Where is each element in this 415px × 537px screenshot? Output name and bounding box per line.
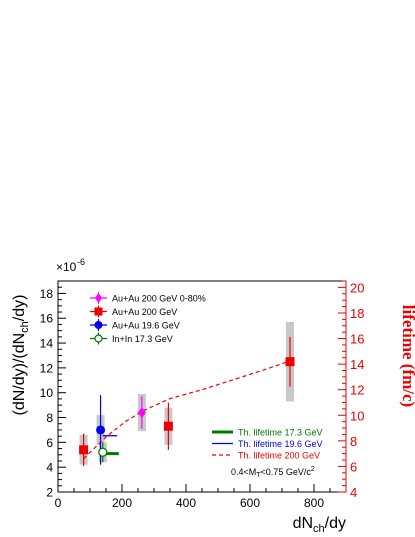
marker-open-circle [98,447,108,457]
marker-circle [94,321,103,329]
x-tick-label: 600 [240,496,260,510]
y2-tick-label: 6 [350,459,357,474]
y-tick-label: 12 [40,361,54,375]
theory-curve [83,360,289,460]
marker-circle [96,425,106,435]
y-axis-label-part2: /dy) [11,295,28,322]
axis-ticks [57,280,347,493]
x-axis-label: dNch/dy [293,515,346,535]
annotation-part1: 0.4<M [231,467,256,477]
y-axis-label-sub: ch [19,321,31,333]
y2-tick-label: 8 [350,434,357,449]
y2-axis-label: lifetime (fm/c) [399,305,415,407]
y2-tick-label: 12 [350,383,364,398]
annotation-sub: T [256,472,261,479]
y-tick-label: 10 [40,386,54,400]
legend-theory-label: Th. lifetime 19.6 GeV [238,439,323,449]
y-tick-label: 2 [46,486,53,500]
y-tick-label: 14 [40,337,54,351]
legend-data: Au+Au 200 GeV 0-80% Au+Au 200 GeV Au+Au 19… [90,292,206,345]
marker-diamond [95,293,102,303]
marker-square [285,357,295,367]
x-axis-label-main: dN [293,515,313,532]
data-points [79,336,295,466]
x-tick-label: 800 [304,496,324,510]
legend-label: Au+Au 19.6 GeV [112,321,180,331]
y-tick-label: 8 [46,411,53,425]
kinematic-annotation: 0.4<MT<0.75 GeV/c2 [231,466,315,479]
legend-label: Au+Au 200 GeV [112,307,177,317]
y-tick-label: 18 [40,287,54,301]
y2-tick-label: 4 [350,485,357,500]
legend-label: Au+Au 200 GeV 0-80% [112,294,206,304]
y2-tick-label: 20 [350,280,364,295]
theory-curves [83,360,289,460]
y2-tick-label: 10 [350,408,364,423]
y-tick-label: 6 [46,436,53,450]
y2-tick-label: 16 [350,332,364,347]
annotation-part2: <0.75 GeV/c [261,467,312,477]
annotation-sup: 2 [311,466,315,473]
y-tick-label: 4 [46,461,53,475]
marker-open-circle [94,334,103,343]
marker-square [79,445,89,455]
legend-theory-label: Th. lifetime 200 GeV [238,451,320,461]
y2-tick-label: 18 [350,306,364,321]
y-axis-label: (dN/dy)/(dNch/dy) [11,295,31,416]
x-axis-label-tail: /dy [325,515,346,532]
y-exponent-base: ×10 [56,260,77,274]
legend-theory-label: Th. lifetime 17.3 GeV [238,428,323,438]
y-exponent: ×10 -6 [56,257,85,274]
marker-square [94,307,103,316]
marker-square [163,421,173,431]
y-exponent-power: -6 [77,257,85,267]
x-axis-label-sub: ch [313,523,325,535]
x-tick-label: 200 [112,496,132,510]
y-axis-label-part1: (dN/dy)/(dN [11,333,28,416]
marker-diamond [137,407,146,419]
x-tick-label: 400 [176,496,196,510]
y-tick-label: 16 [40,312,54,326]
legend-label: In+In 17.3 GeV [112,334,173,344]
y2-tick-label: 14 [350,357,364,372]
tick-labels: 0 200 400 600 800 2 4 6 8 10 12 14 16 18 4 6 8 10 12 14 16 18… [40,280,365,510]
x-tick-label: 0 [55,496,62,510]
